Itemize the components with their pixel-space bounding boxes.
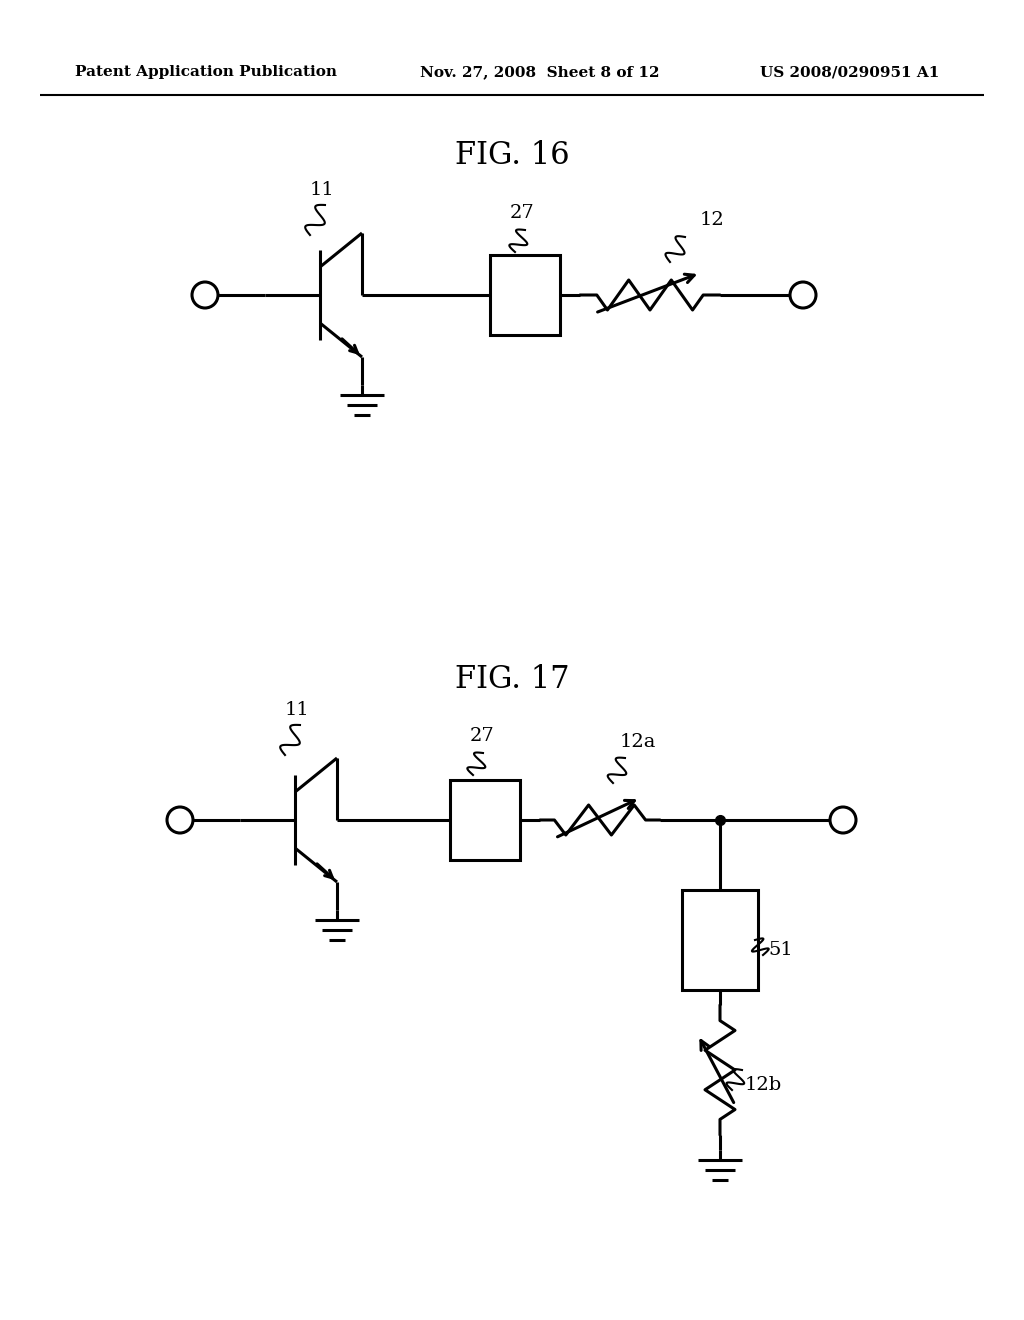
Text: 27: 27 [510, 205, 535, 222]
Text: 27: 27 [470, 727, 495, 744]
Circle shape [790, 282, 816, 308]
Circle shape [830, 807, 856, 833]
Text: 11: 11 [285, 701, 309, 719]
Text: 12a: 12a [620, 733, 656, 751]
Text: US 2008/0290951 A1: US 2008/0290951 A1 [760, 65, 939, 79]
Bar [682, 890, 758, 990]
Bar [450, 780, 520, 861]
Circle shape [167, 807, 193, 833]
Text: 12: 12 [700, 211, 725, 228]
Text: Nov. 27, 2008  Sheet 8 of 12: Nov. 27, 2008 Sheet 8 of 12 [420, 65, 659, 79]
Bar [490, 255, 560, 335]
Text: 11: 11 [310, 181, 335, 199]
Circle shape [193, 282, 218, 308]
Text: FIG. 17: FIG. 17 [455, 664, 569, 696]
Text: FIG. 16: FIG. 16 [455, 140, 569, 170]
Text: Patent Application Publication: Patent Application Publication [75, 65, 337, 79]
Text: 51: 51 [768, 941, 793, 960]
Text: 12b: 12b [745, 1076, 782, 1094]
